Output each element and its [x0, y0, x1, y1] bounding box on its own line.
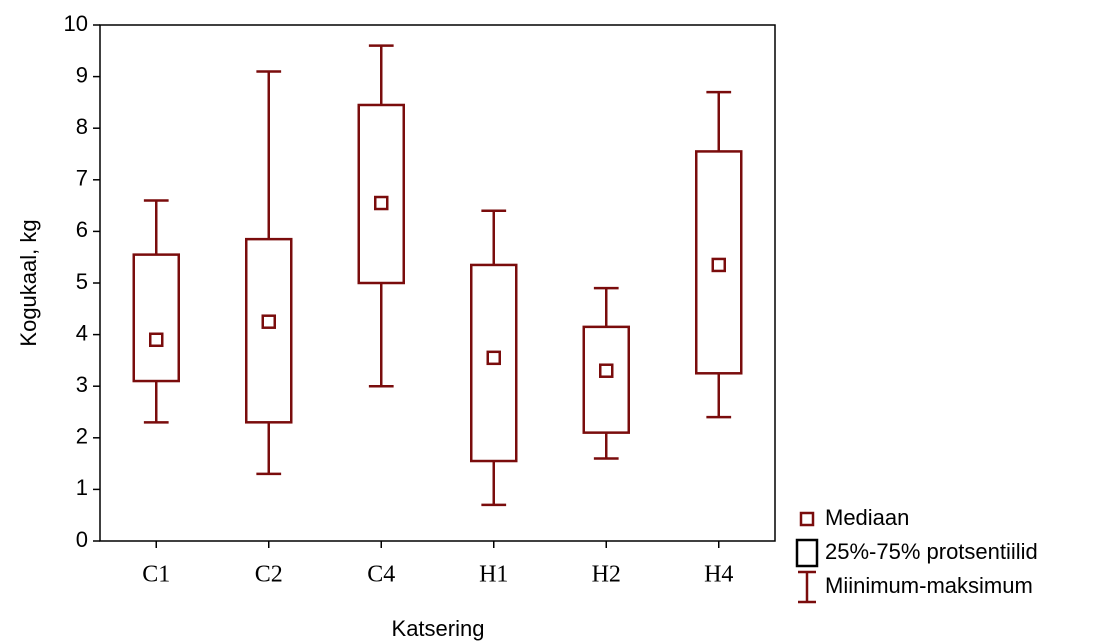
y-tick-label: 10	[64, 11, 88, 36]
legend-label: Mediaan	[825, 505, 909, 530]
box	[132, 253, 180, 383]
box	[695, 150, 743, 375]
median-marker	[374, 195, 389, 211]
x-tick-label: H1	[479, 562, 508, 588]
y-tick-label: 9	[76, 62, 88, 87]
y-tick-label: 1	[76, 475, 88, 500]
y-tick-label: 5	[76, 269, 88, 294]
y-axis-label: Kogukaal, kg	[16, 219, 41, 346]
median-marker	[599, 363, 614, 378]
y-tick-label: 2	[76, 424, 88, 449]
x-axis-label: Katsering	[392, 616, 485, 641]
y-tick-label: 8	[76, 114, 88, 139]
median-marker	[261, 314, 276, 329]
y-tick-label: 7	[76, 166, 88, 191]
legend-label: Miinimum-maksimum	[825, 573, 1033, 598]
x-tick-label: C4	[367, 562, 395, 588]
median-marker	[486, 350, 501, 366]
box	[582, 325, 630, 434]
y-tick-label: 6	[76, 217, 88, 242]
plot-frame	[99, 24, 776, 542]
x-tick-label: H2	[592, 562, 621, 588]
y-tick-label: 3	[76, 372, 88, 397]
box	[245, 237, 293, 424]
legend-median-icon	[799, 511, 815, 527]
x-tick-label: C2	[255, 562, 283, 588]
legend-box-icon	[795, 538, 819, 568]
legend-label: 25%-75% protsentiilid	[825, 539, 1038, 564]
y-tick-label: 4	[76, 320, 88, 345]
x-tick-label: H4	[704, 562, 733, 588]
y-tick-label: 0	[76, 527, 88, 552]
median-marker	[711, 257, 726, 273]
median-marker	[149, 332, 164, 348]
box	[470, 263, 518, 463]
x-tick-label: C1	[142, 562, 170, 588]
box	[357, 103, 405, 285]
